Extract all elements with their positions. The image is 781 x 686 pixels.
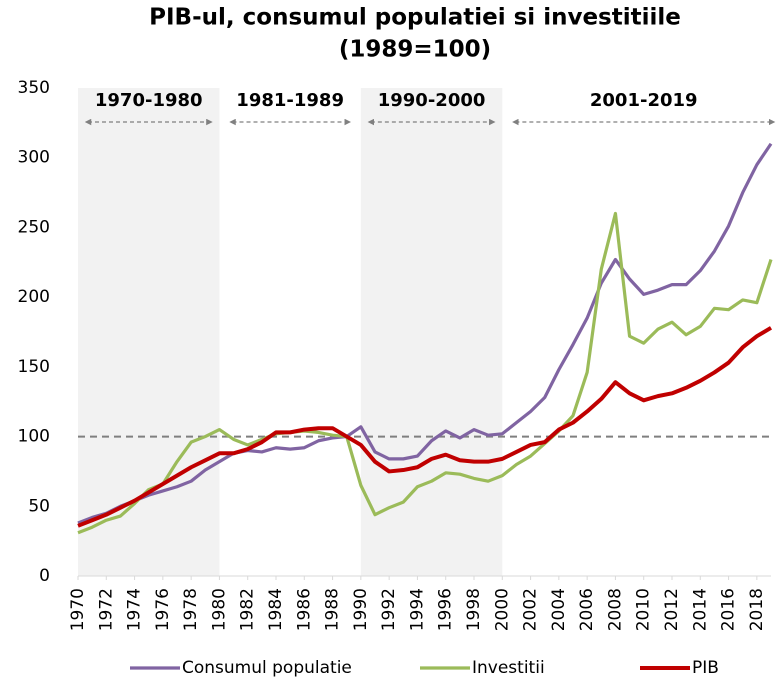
- x-tick-label: 1986: [294, 588, 314, 631]
- x-tick-label: 1998: [464, 588, 484, 631]
- x-tick-label: 1988: [323, 588, 343, 631]
- series-line: [77, 142, 773, 525]
- legend-label: Investitii: [472, 658, 545, 678]
- x-tick-label: 2016: [719, 588, 739, 631]
- y-tick-label: 0: [39, 566, 50, 586]
- x-tick-label: 2006: [577, 588, 597, 631]
- period-shade: [78, 88, 220, 576]
- y-tick-label: 50: [28, 496, 50, 516]
- y-tick-label: 200: [18, 287, 50, 307]
- y-tick-label: 250: [18, 217, 50, 237]
- x-tick-label: 2012: [662, 588, 682, 631]
- x-tick-label: 1984: [266, 588, 286, 631]
- x-tick-label: 1974: [125, 588, 145, 631]
- series-line: [77, 211, 773, 535]
- x-tick-label: 1972: [96, 588, 116, 631]
- period-label: 1990-2000: [378, 90, 486, 111]
- series-line: [77, 326, 773, 528]
- chart-subtitle: (1989=100): [339, 37, 491, 63]
- x-tick-label: 2018: [747, 588, 767, 631]
- chart-title: PIB-ul, consumul populatiei si investiti…: [149, 5, 681, 31]
- x-tick-label: 1976: [153, 588, 173, 631]
- x-tick-label: 1990: [351, 588, 371, 631]
- y-tick-label: 350: [18, 78, 50, 98]
- x-tick-label: 2000: [492, 588, 512, 631]
- x-tick-label: 1978: [181, 588, 201, 631]
- x-tick-label: 2004: [549, 588, 569, 631]
- period-label: 1970-1980: [95, 90, 203, 111]
- period-shade: [360, 88, 503, 576]
- x-tick-label: 1970: [68, 588, 88, 631]
- x-tick-label: 1992: [379, 588, 399, 631]
- period-label: 1981-1989: [236, 90, 344, 111]
- x-tick-label: 1980: [209, 588, 229, 631]
- period-label: 2001-2019: [590, 90, 698, 111]
- x-tick-label: 1994: [407, 588, 427, 631]
- x-tick-label: 1982: [238, 588, 258, 631]
- x-tick-label: 1996: [436, 588, 456, 631]
- legend-label: Consumul populatie: [182, 658, 352, 678]
- x-tick-label: 2008: [605, 588, 625, 631]
- x-tick-label: 2014: [690, 588, 710, 631]
- legend-label: PIB: [692, 658, 719, 678]
- y-tick-label: 150: [18, 357, 50, 377]
- x-tick-label: 2010: [634, 588, 654, 631]
- y-tick-label: 100: [18, 427, 50, 447]
- x-tick-label: 2002: [521, 588, 541, 631]
- y-tick-label: 300: [18, 148, 50, 168]
